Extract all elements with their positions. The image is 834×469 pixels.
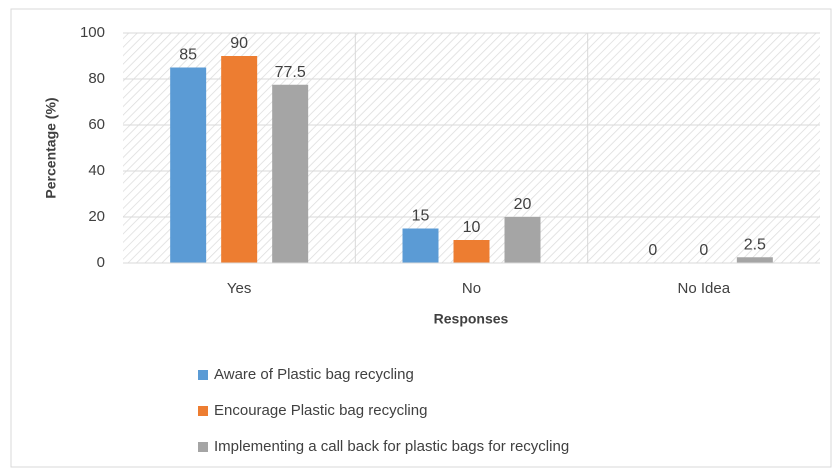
bar xyxy=(736,257,773,263)
legend-swatch xyxy=(198,442,208,452)
bar xyxy=(170,67,207,263)
x-tick-label: No xyxy=(462,280,481,297)
data-label: 85 xyxy=(179,47,197,64)
y-tick-label: 40 xyxy=(88,162,105,179)
x-tick-label: Yes xyxy=(227,280,251,297)
data-label: 20 xyxy=(514,196,532,213)
x-axis-label: Responses xyxy=(434,311,509,327)
y-axis-label: Percentage (%) xyxy=(43,97,59,198)
legend-label: Aware of Plastic bag recycling xyxy=(214,366,414,383)
y-tick-label: 20 xyxy=(88,208,105,225)
bar xyxy=(504,217,541,263)
y-tick-label: 60 xyxy=(88,116,105,133)
data-label: 77.5 xyxy=(275,64,306,81)
data-label: 10 xyxy=(463,219,481,236)
y-tick-label: 0 xyxy=(97,254,105,271)
data-label: 0 xyxy=(699,242,708,259)
bar xyxy=(221,56,258,263)
data-label: 90 xyxy=(230,35,248,52)
legend-swatch xyxy=(198,406,208,416)
data-label: 2.5 xyxy=(744,236,766,253)
bar xyxy=(402,228,439,263)
legend-label: Encourage Plastic bag recycling xyxy=(214,402,427,419)
bar xyxy=(453,240,490,263)
data-label: 15 xyxy=(412,208,430,225)
y-tick-label: 80 xyxy=(88,70,105,87)
y-tick-label: 100 xyxy=(80,24,105,41)
legend-label: Implementing a call back for plastic bag… xyxy=(214,438,569,455)
x-tick-label: No Idea xyxy=(678,280,731,297)
bar xyxy=(272,84,309,263)
legend-swatch xyxy=(198,370,208,380)
data-label: 0 xyxy=(648,242,657,259)
